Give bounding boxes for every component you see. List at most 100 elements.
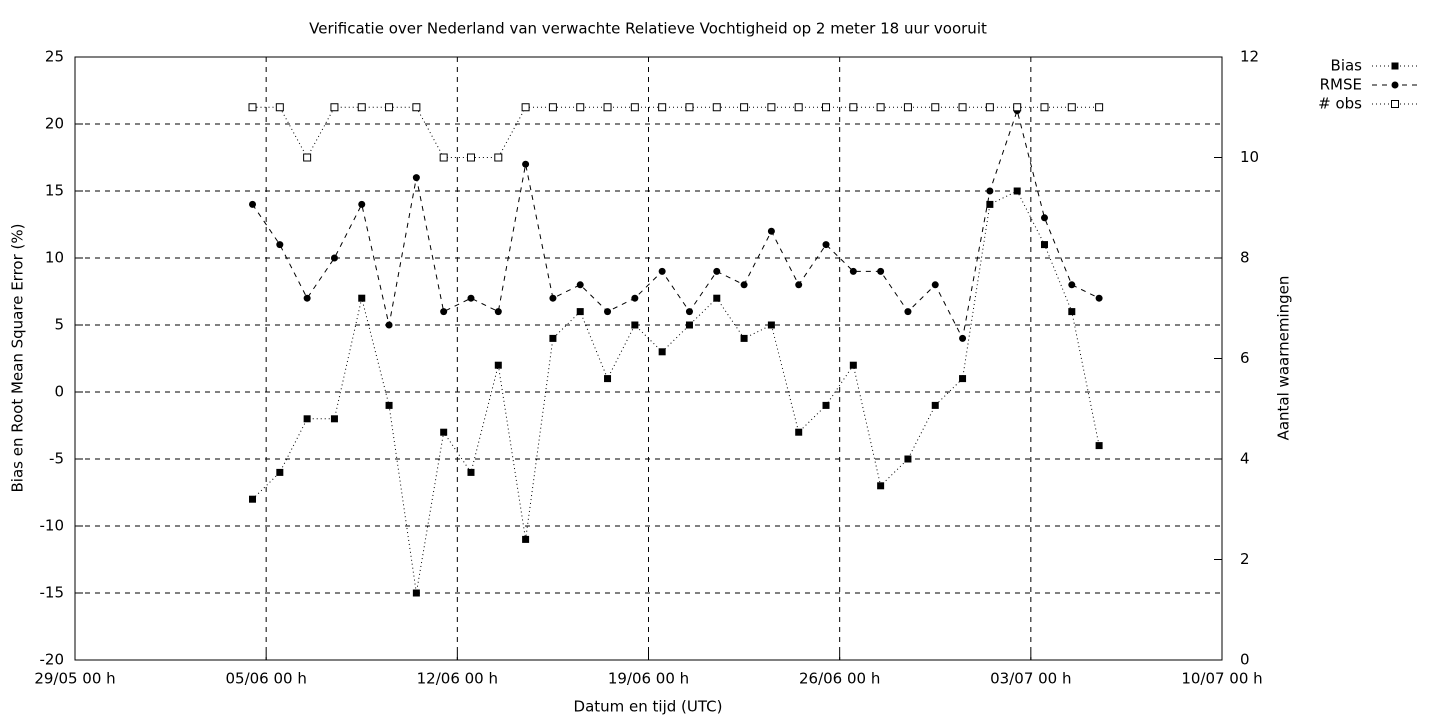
data-point xyxy=(931,401,939,409)
data-point xyxy=(548,103,557,112)
data-point xyxy=(1095,103,1104,112)
data-point xyxy=(385,321,393,329)
y2-tick-label: 6 xyxy=(1240,349,1250,367)
x-tick-label: 29/05 00 h xyxy=(34,670,115,688)
data-point xyxy=(358,200,366,208)
data-point xyxy=(877,482,885,490)
data-point xyxy=(1068,308,1076,316)
data-point xyxy=(604,375,612,383)
data-point xyxy=(249,200,257,208)
data-point xyxy=(358,294,366,302)
data-point xyxy=(740,334,748,342)
data-point xyxy=(712,103,721,112)
data-point xyxy=(1013,103,1022,112)
data-point xyxy=(1040,241,1048,249)
data-point xyxy=(1095,442,1103,450)
data-point xyxy=(767,103,776,112)
x-axis-label: Datum en tijd (UTC) xyxy=(574,698,723,716)
legend-label: # obs xyxy=(1318,95,1362,113)
data-point xyxy=(1067,103,1076,112)
data-point xyxy=(276,241,284,249)
data-point xyxy=(740,103,749,112)
data-point xyxy=(822,401,830,409)
y2-tick-label: 12 xyxy=(1240,48,1259,66)
data-point xyxy=(685,321,693,329)
data-point xyxy=(248,103,257,112)
data-point xyxy=(330,103,339,112)
y2-tick-label: 2 xyxy=(1240,550,1250,568)
x-tick-label: 12/06 00 h xyxy=(417,670,498,688)
data-point xyxy=(330,254,338,262)
data-point xyxy=(494,308,502,316)
data-point xyxy=(467,468,475,476)
y2-tick-label: 8 xyxy=(1240,249,1250,267)
data-point xyxy=(740,281,748,289)
data-point xyxy=(1095,294,1103,302)
data-point xyxy=(521,103,530,112)
data-point xyxy=(767,321,775,329)
y-tick-label: 20 xyxy=(45,115,64,133)
data-point xyxy=(576,103,585,112)
data-point xyxy=(576,281,584,289)
data-point xyxy=(440,308,448,316)
data-point xyxy=(822,241,830,249)
y2-tick-label: 4 xyxy=(1240,450,1250,468)
data-point xyxy=(494,361,502,369)
data-point xyxy=(275,103,284,112)
legend-marker xyxy=(1391,62,1399,70)
data-point xyxy=(1040,214,1048,222)
y-tick-label: 0 xyxy=(54,383,64,401)
data-point xyxy=(522,160,530,168)
data-point xyxy=(1013,187,1021,195)
y-tick-label: 25 xyxy=(45,48,64,66)
y-tick-label: -5 xyxy=(49,450,64,468)
data-point xyxy=(303,415,311,423)
data-point xyxy=(822,103,831,112)
data-point xyxy=(794,103,803,112)
x-tick-label: 19/06 00 h xyxy=(608,670,689,688)
y-tick-label: 10 xyxy=(45,249,64,267)
data-point xyxy=(959,334,967,342)
data-point xyxy=(658,348,666,356)
data-point xyxy=(713,267,721,275)
y2-tick-label: 0 xyxy=(1240,651,1250,669)
data-point xyxy=(466,153,475,162)
data-point xyxy=(249,495,257,503)
data-point xyxy=(713,294,721,302)
data-point xyxy=(412,103,421,112)
data-point xyxy=(658,103,667,112)
data-point xyxy=(440,428,448,436)
data-point xyxy=(276,468,284,476)
data-point xyxy=(357,103,366,112)
legend-label: Bias xyxy=(1331,57,1363,75)
data-point xyxy=(767,227,775,235)
legend-marker xyxy=(1391,100,1399,108)
data-point xyxy=(876,103,885,112)
data-point xyxy=(603,103,612,112)
data-point xyxy=(986,187,994,195)
y-tick-label: -20 xyxy=(40,651,65,669)
data-point xyxy=(849,361,857,369)
legend-marker xyxy=(1391,81,1399,89)
y-tick-label: -15 xyxy=(40,584,65,602)
data-point xyxy=(631,321,639,329)
data-point xyxy=(931,281,939,289)
data-point xyxy=(439,153,448,162)
data-point xyxy=(877,267,885,275)
data-point xyxy=(303,153,312,162)
y-tick-label: 15 xyxy=(45,182,64,200)
data-point xyxy=(385,401,393,409)
data-point xyxy=(658,267,666,275)
x-tick-label: 05/06 00 h xyxy=(225,670,306,688)
y-tick-label: -10 xyxy=(40,517,65,535)
data-point xyxy=(1068,281,1076,289)
data-point xyxy=(958,103,967,112)
data-point xyxy=(849,103,858,112)
data-point xyxy=(385,103,394,112)
data-point xyxy=(685,103,694,112)
data-point xyxy=(685,308,693,316)
data-point xyxy=(549,294,557,302)
data-point xyxy=(630,103,639,112)
data-point xyxy=(412,589,420,597)
